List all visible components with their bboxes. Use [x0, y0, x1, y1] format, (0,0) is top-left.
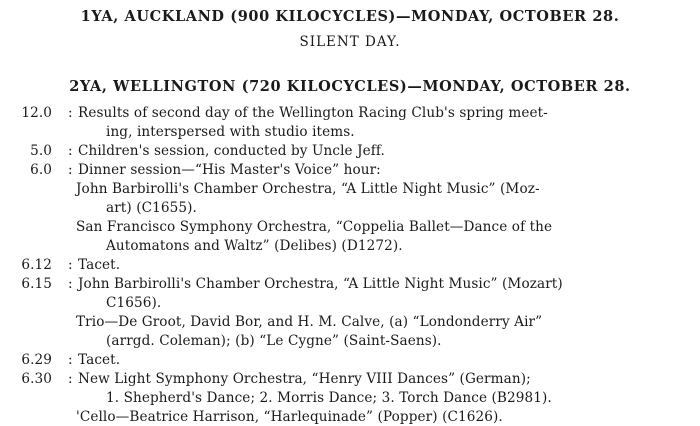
programme-line: Tacet. [78, 257, 121, 273]
programme-line: 1. Shepherd's Dance; 2. Morris Dance; 3.… [106, 390, 552, 406]
time-separator: : [68, 371, 73, 387]
programme-time: 6.30 [21, 371, 52, 387]
programme-time: 5.0 [30, 143, 52, 159]
programme-line: San Francisco Symphony Orchestra, “Coppe… [76, 219, 553, 235]
programme-line: Trio—De Groot, David Bor, and H. M. Calv… [76, 314, 543, 330]
programme-line: Results of second day of the Wellington … [78, 105, 548, 121]
programme-line: (arrgd. Coleman); (b) “Le Cygne” (Saint-… [106, 333, 442, 349]
programme-line: Tacet. [78, 352, 121, 368]
time-separator: : [68, 105, 73, 121]
time-separator: : [68, 257, 73, 273]
programme-line: ing, interspersed with studio items. [106, 124, 355, 140]
programme-time: 6.12 [21, 257, 52, 273]
time-separator: : [68, 276, 73, 292]
programme-time: 6.29 [21, 352, 52, 368]
programme-time: 6.15 [21, 276, 52, 292]
programme-line: Dinner session—“His Master's Voice” hour… [78, 162, 381, 178]
station-1-heading: 1YA, AUCKLAND (900 KILOCYCLES)—MONDAY, O… [80, 8, 620, 25]
time-separator: : [68, 162, 73, 178]
programme-time: 12.0 [21, 105, 52, 121]
programme-line: 'Cello—Beatrice Harrison, “Harlequinade”… [76, 409, 503, 425]
programme-line: C1656). [106, 295, 162, 311]
programme-line: Automatons and Waltz” (Delibes) (D1272). [106, 238, 403, 254]
station-1-note: SILENT DAY. [299, 34, 401, 50]
programme-line: John Barbirolli's Chamber Orchestra, “A … [78, 276, 563, 292]
time-separator: : [68, 143, 73, 159]
programme-line: art) (C1655). [106, 200, 197, 216]
programme-line: John Barbirolli's Chamber Orchestra, “A … [76, 181, 540, 197]
time-separator: : [68, 352, 73, 368]
programme-time: 6.0 [30, 162, 52, 178]
programme-line: Children's session, conducted by Uncle J… [78, 143, 385, 159]
programme-line: New Light Symphony Orchestra, “Henry VII… [78, 371, 531, 387]
station-2-heading: 2YA, WELLINGTON (720 KILOCYCLES)—MONDAY,… [69, 78, 631, 95]
